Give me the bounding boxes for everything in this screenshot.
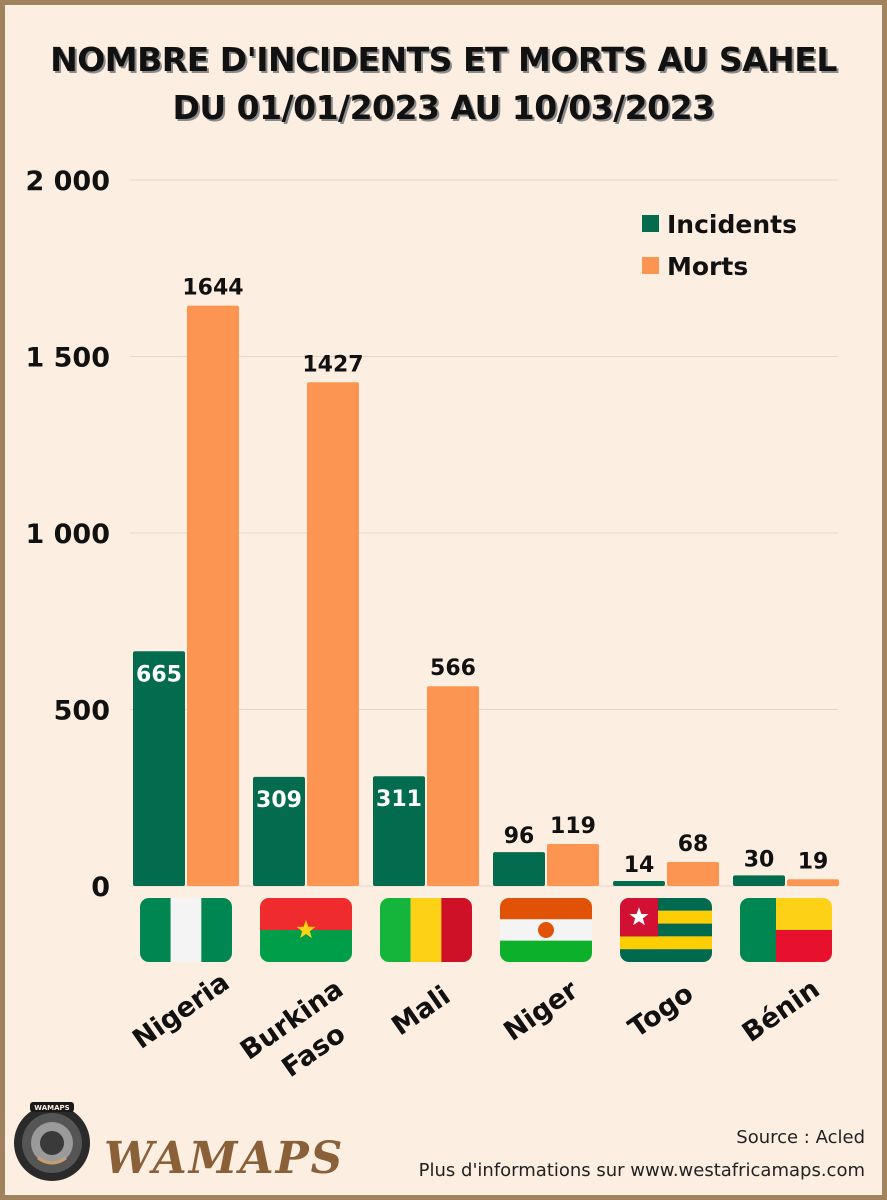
x-tick-label-mali: Mali <box>386 980 456 1042</box>
data-label-incidents: 665 <box>136 662 182 687</box>
bar-incidents-nigeria <box>133 651 185 886</box>
bar-incidents-benin <box>733 875 785 886</box>
x-tick-label-benin: Bénin <box>737 974 826 1049</box>
x-tick-label-nigeria: Nigeria <box>127 967 235 1056</box>
data-label-incidents: 309 <box>256 788 302 813</box>
bar-incidents-niger <box>493 852 545 886</box>
x-tick-label-line: Nigeria <box>127 967 235 1056</box>
data-label-morts: 19 <box>798 849 829 874</box>
data-label-morts: 1427 <box>302 352 363 377</box>
x-tick-label-line: Bénin <box>737 974 826 1049</box>
niger-flag-icon <box>500 898 592 962</box>
data-label-incidents: 311 <box>376 787 422 812</box>
benin-flag-icon <box>740 898 832 962</box>
bar-morts-benin <box>787 879 839 886</box>
data-label-morts: 1644 <box>182 276 243 301</box>
x-tick-label-line: Mali <box>386 980 456 1042</box>
x-tick-label-niger: Niger <box>498 974 584 1047</box>
bar-incidents-mali <box>373 776 425 886</box>
logo-text: WAMAPS <box>34 1104 69 1112</box>
nigeria-flag-icon <box>140 898 232 962</box>
x-tick-label-burkina-faso: BurkinaFaso <box>235 973 371 1097</box>
wamaps-logo-icon: WAMAPS <box>14 1102 90 1181</box>
chart-title-line-2: DU 01/01/2023 AU 10/03/2023 <box>172 88 715 127</box>
data-label-morts: 566 <box>430 656 476 681</box>
bar-morts-nigeria <box>187 305 239 887</box>
y-tick-label: 1 500 <box>25 343 110 374</box>
legend-label-incidents: Incidents <box>667 210 797 239</box>
burkina-faso-flag-icon <box>260 898 352 962</box>
x-tick-label-line: Togo <box>623 978 699 1044</box>
source-text: Source : Acled <box>736 1127 865 1148</box>
data-label-morts: 119 <box>550 814 596 839</box>
wamaps-brand: WAMAPS <box>104 1133 345 1184</box>
data-label-incidents: 30 <box>744 847 775 872</box>
bar-morts-burkina-faso <box>307 382 359 886</box>
y-tick-label: 500 <box>54 696 110 727</box>
y-tick-label: 2 000 <box>25 166 110 197</box>
bar-morts-togo <box>667 861 719 886</box>
chart-background <box>5 5 882 1195</box>
legend-swatch-morts <box>642 257 659 274</box>
x-tick-label-togo: Togo <box>623 978 699 1044</box>
data-label-morts: 68 <box>678 832 709 857</box>
legend-label-morts: Morts <box>667 252 748 281</box>
bar-morts-niger <box>547 843 599 886</box>
chart-title-line-1: NOMBRE D'INCIDENTS ET MORTS AU SAHEL <box>50 40 837 79</box>
x-tick-label-line: Niger <box>498 974 584 1047</box>
data-label-incidents: 96 <box>504 824 535 849</box>
bar-incidents-togo <box>613 881 665 886</box>
mali-flag-icon <box>380 898 472 962</box>
legend-swatch-incidents <box>642 215 659 232</box>
bar-incidents-burkina-faso <box>253 776 305 886</box>
y-tick-label: 1 000 <box>25 519 110 550</box>
data-label-incidents: 14 <box>624 853 655 878</box>
more-info-text: Plus d'informations sur www.westafricama… <box>418 1160 865 1181</box>
y-tick-label: 0 <box>91 872 110 903</box>
bar-morts-mali <box>427 686 479 886</box>
togo-flag-icon <box>620 898 712 962</box>
